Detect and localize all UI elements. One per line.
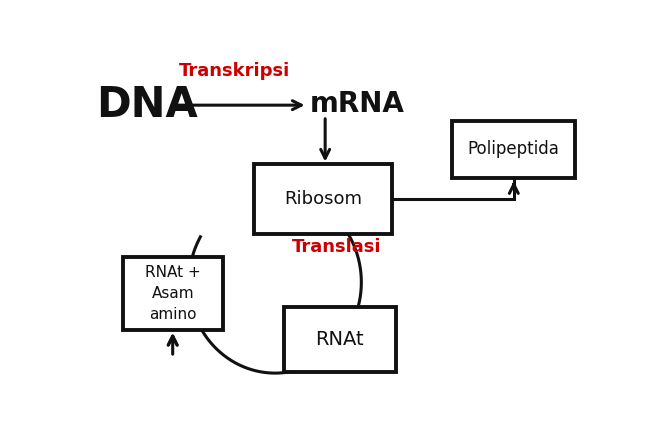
Text: DNA: DNA xyxy=(96,84,197,126)
Text: Polipeptida: Polipeptida xyxy=(468,140,560,158)
Text: Ribosom: Ribosom xyxy=(284,190,362,208)
Text: RNAt: RNAt xyxy=(315,330,364,349)
Bar xyxy=(452,121,576,178)
Bar xyxy=(123,257,222,330)
Text: mRNA: mRNA xyxy=(310,90,405,117)
Bar xyxy=(253,165,392,234)
Bar xyxy=(284,307,396,372)
Text: Transkripsi: Transkripsi xyxy=(179,62,290,80)
Text: Translasi: Translasi xyxy=(292,238,381,256)
Text: RNAt +
Asam
amino: RNAt + Asam amino xyxy=(145,264,201,322)
